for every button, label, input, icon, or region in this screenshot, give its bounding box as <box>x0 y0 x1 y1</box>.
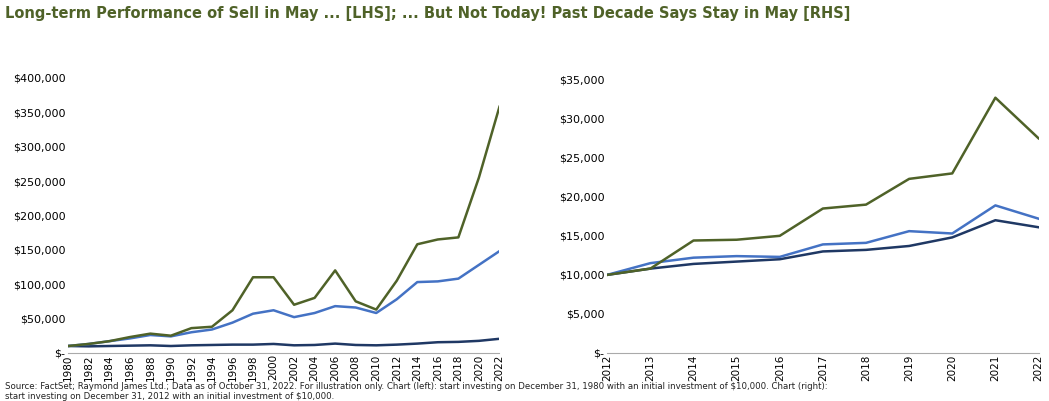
Text: Source: FactSet; Raymond James Ltd.; Data as of October 31, 2022. For illustrati: Source: FactSet; Raymond James Ltd.; Dat… <box>5 382 828 401</box>
Text: Long-term Performance of Sell in May ... [LHS]; ... But Not Today! Past Decade S: Long-term Performance of Sell in May ...… <box>5 6 851 21</box>
